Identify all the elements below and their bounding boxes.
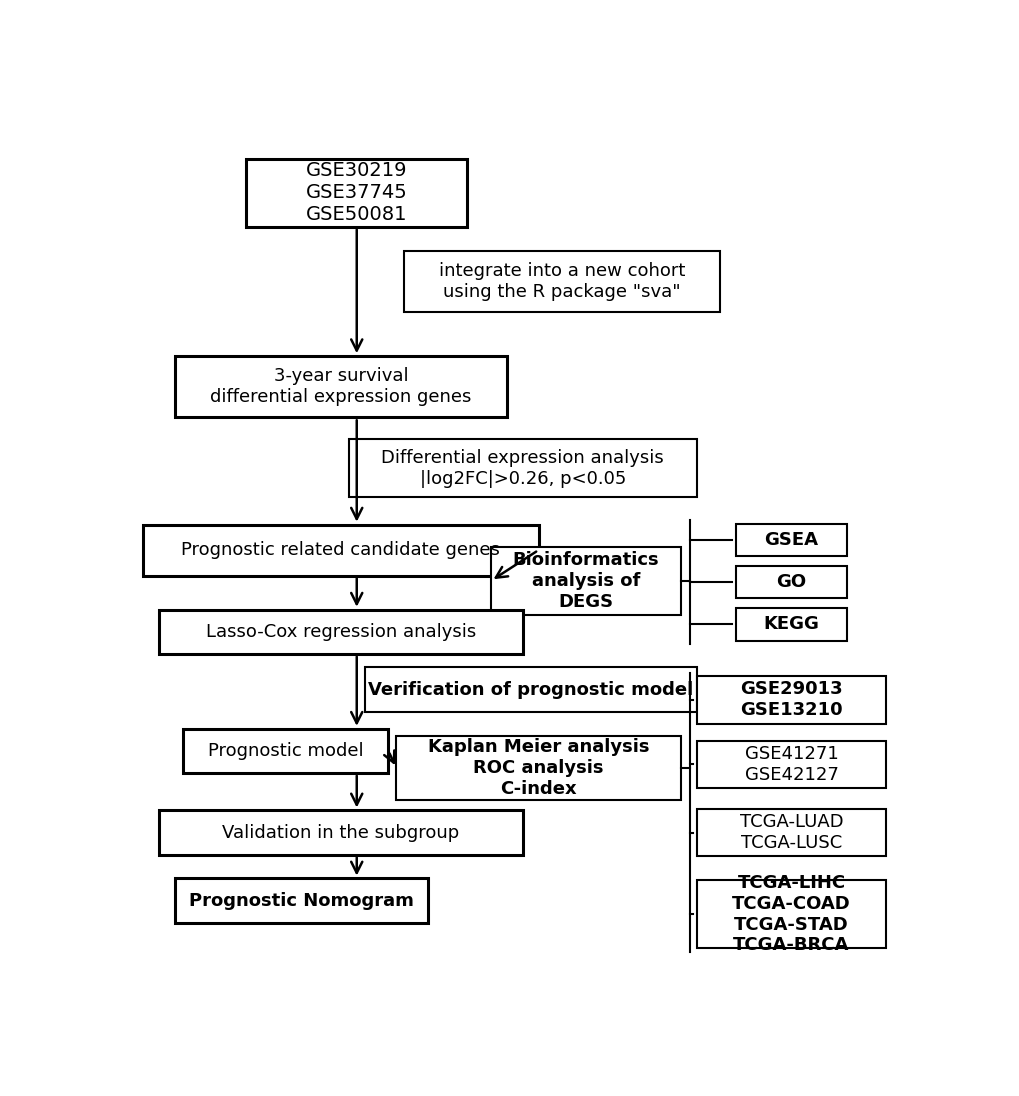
Text: Bioinformatics
analysis of
DEGS: Bioinformatics analysis of DEGS: [513, 551, 658, 610]
FancyBboxPatch shape: [365, 667, 696, 711]
Text: TCGA-LIHC
TCGA-COAD
TCGA-STAD
TCGA-BRCA: TCGA-LIHC TCGA-COAD TCGA-STAD TCGA-BRCA: [732, 874, 850, 955]
Text: Validation in the subgroup: Validation in the subgroup: [222, 823, 460, 842]
Text: 3-year survival
differential expression genes: 3-year survival differential expression …: [210, 367, 471, 407]
FancyBboxPatch shape: [736, 608, 846, 640]
FancyBboxPatch shape: [348, 439, 696, 498]
Text: Prognostic related candidate genes: Prognostic related candidate genes: [181, 541, 500, 559]
FancyBboxPatch shape: [736, 566, 846, 598]
FancyBboxPatch shape: [736, 524, 846, 556]
Text: GSE30219
GSE37745
GSE50081: GSE30219 GSE37745 GSE50081: [306, 161, 408, 225]
FancyBboxPatch shape: [396, 735, 681, 800]
Text: Verification of prognostic model: Verification of prognostic model: [368, 681, 693, 698]
Text: KEGG: KEGG: [763, 615, 818, 633]
FancyBboxPatch shape: [404, 251, 719, 312]
FancyBboxPatch shape: [696, 676, 886, 723]
Text: GO: GO: [775, 573, 806, 591]
FancyBboxPatch shape: [175, 879, 428, 923]
Text: TCGA-LUAD
TCGA-LUSC: TCGA-LUAD TCGA-LUSC: [739, 813, 843, 852]
Text: integrate into a new cohort
using the R package "sva": integrate into a new cohort using the R …: [438, 262, 685, 300]
FancyBboxPatch shape: [182, 729, 388, 773]
Text: Prognostic Nomogram: Prognostic Nomogram: [189, 891, 414, 910]
FancyBboxPatch shape: [696, 741, 886, 788]
FancyBboxPatch shape: [696, 809, 886, 856]
FancyBboxPatch shape: [144, 525, 538, 575]
FancyBboxPatch shape: [246, 159, 467, 227]
Text: Lasso-Cox regression analysis: Lasso-Cox regression analysis: [206, 623, 476, 641]
Text: Kaplan Meier analysis
ROC analysis
C-index: Kaplan Meier analysis ROC analysis C-ind…: [427, 738, 649, 798]
Text: GSE29013
GSE13210: GSE29013 GSE13210: [740, 681, 842, 719]
FancyBboxPatch shape: [159, 810, 522, 855]
Text: GSE41271
GSE42127: GSE41271 GSE42127: [744, 745, 838, 784]
Text: GSEA: GSEA: [764, 530, 817, 549]
FancyBboxPatch shape: [159, 609, 522, 654]
FancyBboxPatch shape: [491, 547, 681, 615]
Text: Prognostic model: Prognostic model: [208, 742, 363, 760]
FancyBboxPatch shape: [696, 880, 886, 948]
FancyBboxPatch shape: [175, 356, 506, 418]
Text: Differential expression analysis
|log2FC|>0.26, p<0.05: Differential expression analysis |log2FC…: [381, 449, 663, 488]
